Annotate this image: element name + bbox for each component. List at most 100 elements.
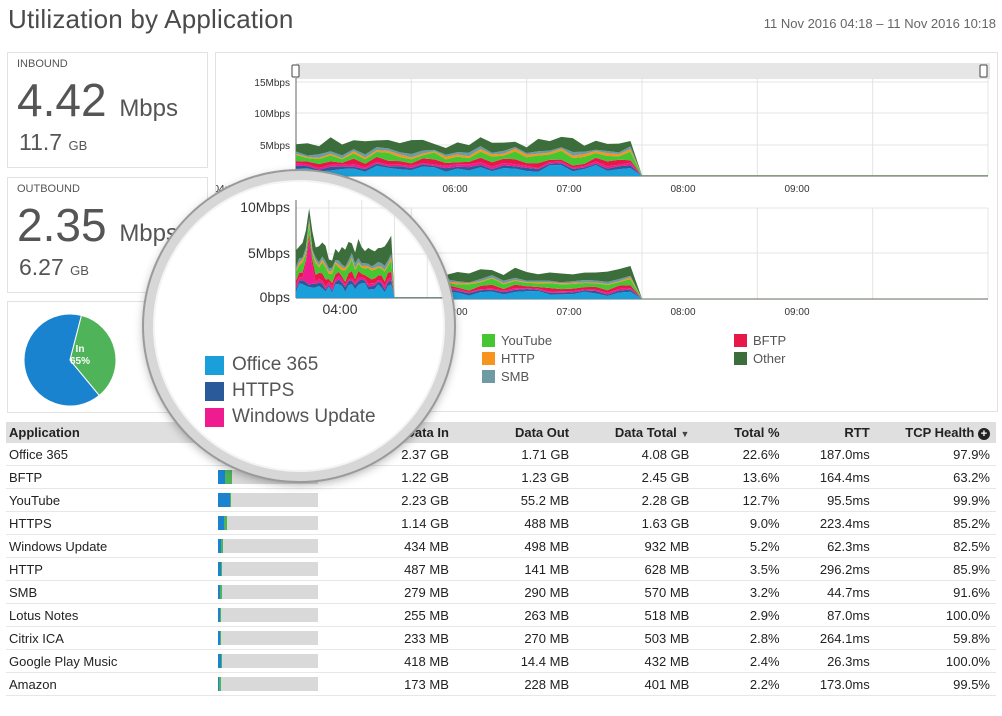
cell-rtt: 164.4ms [785,465,876,489]
table-row[interactable]: HTTPS 1.14 GB 488 MB 1.63 GB 9.0% 223.4ms 85.2… [6,511,996,535]
area-series-youtube[interactable] [296,224,445,298]
col-rtt[interactable]: RTT [785,422,876,443]
cell-data-out: 488 MB [454,511,576,535]
area-series-other[interactable] [296,208,445,298]
col-data-total[interactable]: Data Total ▼ [575,422,696,443]
table-row[interactable]: Lotus Notes 255 MB 263 MB 518 MB 2.9% 87.0ms 1… [6,603,996,627]
magnified-legend: Office 365 HTTPS Windows Update [205,352,376,430]
cell-data-in: 1.14 GB [330,511,455,535]
table-row[interactable]: Google Play Music 418 MB 14.4 MB 432 MB 2.4%… [6,649,996,673]
area-series-windows-update[interactable] [296,239,445,298]
usage-bar-in [218,562,221,576]
usage-bar [218,516,319,530]
usage-bar [218,654,319,668]
cell-data-out: 14.4 MB [454,649,576,673]
in-out-pie-chart: In 65% Out 35% [23,313,138,407]
sort-desc-icon: ▼ [680,429,690,439]
outbound-label: OUTBOUND [17,183,80,195]
cell-total-pct: 2.2% [695,672,786,696]
cell-tcp-health: 99.5% [875,672,996,696]
usage-bar [218,585,319,599]
legend-swatch-smb [482,369,495,383]
cell-data-total: 570 MB [575,580,696,604]
area-series-https[interactable] [296,279,445,298]
area-series-office365[interactable] [296,291,988,299]
legend-swatch-office365 [205,355,224,375]
table-row[interactable]: Windows Update 434 MB 498 MB 932 MB 5.2% 62.3… [6,534,996,558]
usage-bar-in [218,516,225,530]
usage-bar [218,608,319,622]
cell-share-bar [218,603,331,627]
table-row[interactable]: Amazon 173 MB 228 MB 401 MB 2.2% 173.0ms 99.5% [6,672,996,696]
range-handle-right[interactable] [979,64,988,78]
cell-data-total: 1.63 GB [575,511,696,535]
usage-bar-in [218,631,220,645]
legend-item[interactable]: Other [734,349,786,367]
col-total-pct[interactable]: Total % [695,422,786,443]
add-column-icon[interactable]: + [978,428,990,440]
cell-tcp-health: 85.2% [875,511,996,535]
legend-item[interactable]: HTTP [482,349,552,367]
cell-total-pct: 3.2% [695,580,786,604]
legend-swatch-other [734,351,747,365]
area-series-other[interactable] [296,136,988,176]
usage-bar [218,493,319,507]
usage-bar [218,677,319,691]
cell-tcp-health: 82.5% [875,534,996,558]
cell-share-bar [218,672,331,696]
col-tcp-health[interactable]: TCP Health + [875,422,996,443]
usage-bar-out [220,539,224,553]
in-out-pie-panel: In 65% Out 35% [7,301,208,413]
legend-swatch-https [205,381,224,401]
y-tick-label: 0bps [260,289,290,305]
table-row[interactable]: HTTP 487 MB 141 MB 628 MB 3.5% 296.2ms 85.9% [6,557,996,581]
table-row[interactable]: SMB 279 MB 290 MB 570 MB 3.2% 44.7ms 91.6% [6,580,996,604]
cell-data-out: 270 MB [454,626,576,650]
usage-bar-out [219,608,222,622]
cell-application: Windows Update [6,534,219,558]
usage-bar-in [218,470,226,484]
range-handle-left[interactable] [291,64,300,78]
legend-label: BFTP [753,332,787,348]
area-series-windows-update[interactable] [296,161,988,176]
cell-data-in: 2.23 GB [330,488,455,512]
pie-slice-out[interactable] [69,314,117,397]
date-range[interactable]: 11 Nov 2016 04:18 – 11 Nov 2016 10:18 [763,16,996,31]
usage-bar [218,562,319,576]
cell-share-bar [218,488,331,512]
legend-item[interactable]: YouTube [482,331,552,349]
pie-slice-in[interactable] [23,313,101,407]
cell-data-in: 255 MB [330,603,455,627]
time-range-slider[interactable] [296,63,990,79]
legend-item[interactable]: BFTP [734,331,786,349]
cell-data-out: 1.71 GB [454,443,576,466]
legend-item[interactable]: HTTPS [205,378,376,404]
inbound-volume-unit: GB [68,138,88,153]
col-data-total-label: Data Total [614,425,677,440]
legend-swatch-youtube [482,333,495,347]
area-series-youtube[interactable] [296,259,988,299]
cell-rtt: 264.1ms [785,626,876,650]
area-series-smb[interactable] [296,146,988,176]
col-data-out[interactable]: Data Out [454,422,576,443]
cell-tcp-health: 100.0% [875,649,996,673]
legend-item[interactable]: Windows Update [205,404,376,430]
x-tick-label: 06:00 [442,184,467,195]
inbound-volume: 11.7 GB [19,129,87,156]
cell-application: Citrix ICA [6,626,219,650]
area-series-office365[interactable] [296,165,988,176]
cell-tcp-health: 59.8% [875,626,996,650]
cell-application: BFTP [6,465,219,489]
col-application[interactable]: Application [6,422,219,443]
usage-bar-out [225,470,233,484]
table-row[interactable]: Citrix ICA 233 MB 270 MB 503 MB 2.8% 264.1ms 5… [6,626,996,650]
legend-label: SMB [501,368,530,384]
cell-data-total: 932 MB [575,534,696,558]
area-series-office365[interactable] [296,282,445,298]
legend-item[interactable]: SMB [482,367,552,385]
area-series-bftp[interactable] [296,234,445,298]
cell-rtt: 95.5ms [785,488,876,512]
table-row[interactable]: YouTube 2.23 GB 55.2 MB 2.28 GB 12.7% 95.5ms 9… [6,488,996,512]
pie-out-pct: 35% [118,379,138,390]
legend-item[interactable]: Office 365 [205,352,376,378]
